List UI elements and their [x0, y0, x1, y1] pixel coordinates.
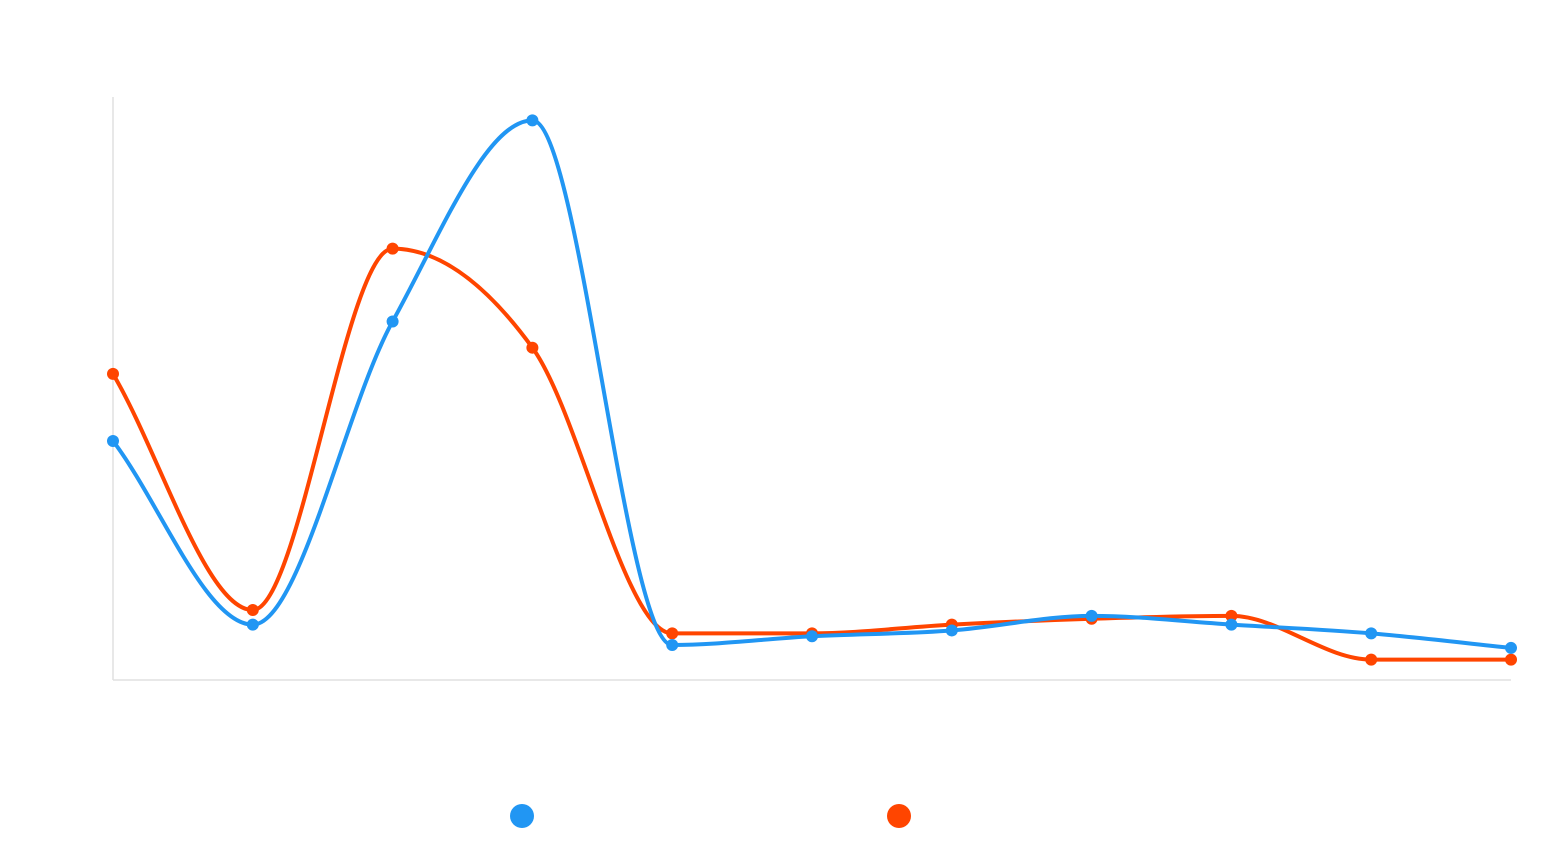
series-2-point[interactable] [666, 627, 679, 640]
legend [510, 804, 911, 828]
series-2-point[interactable] [386, 242, 399, 255]
series-1-point[interactable] [1365, 627, 1378, 640]
series-1-point[interactable] [945, 624, 958, 637]
series-1-point[interactable] [107, 434, 119, 447]
series-2-point[interactable] [526, 341, 539, 354]
legend-marker-series-2[interactable] [887, 804, 911, 828]
series-2-point[interactable] [1505, 653, 1517, 666]
series-1-point[interactable] [806, 630, 818, 643]
series-1-point[interactable] [1225, 618, 1238, 631]
series-2-point[interactable] [1365, 653, 1378, 666]
series-2-point[interactable] [246, 604, 259, 617]
series-1-point[interactable] [1085, 609, 1098, 622]
series-2-point[interactable] [1225, 609, 1238, 622]
series-1-point[interactable] [246, 618, 259, 631]
series-1-point[interactable] [1505, 641, 1517, 654]
series-1-point[interactable] [526, 114, 539, 127]
series-2-line [111, 246, 1511, 662]
series-1-point[interactable] [386, 315, 399, 328]
legend-marker-series-1[interactable] [510, 804, 534, 828]
series-layer [107, 114, 1517, 666]
series-1-line [111, 118, 1512, 650]
series-1-point[interactable] [666, 639, 679, 652]
series-2-point[interactable] [107, 367, 119, 380]
